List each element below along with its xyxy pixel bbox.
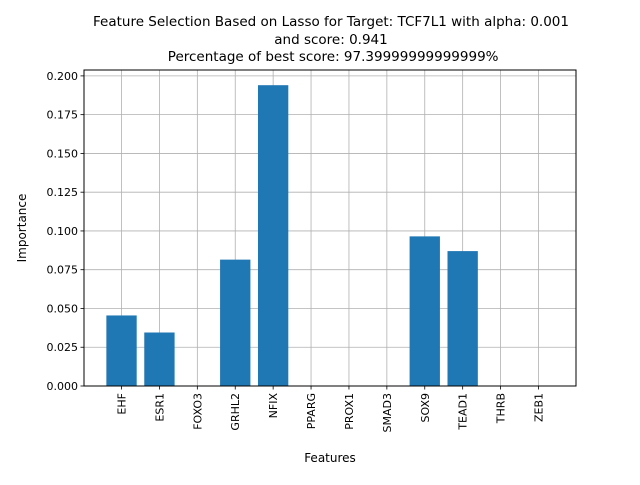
y-tick-label: 0.175: [47, 109, 79, 122]
bar-grhl2: [220, 259, 251, 386]
y-axis-ticks: 0.000 0.025 0.050 0.075 0.100 0.125 0.150 0.175…: [47, 70, 84, 393]
x-tick-label-foxo3: FOXO3: [191, 393, 204, 430]
y-tick-label: 0.150: [47, 147, 79, 160]
y-tick-label: 0.075: [47, 264, 79, 277]
y-tick-label: 0.025: [47, 341, 79, 354]
x-tick-label-prox1: PROX1: [343, 393, 356, 430]
y-tick-label: 0.100: [47, 225, 79, 238]
x-tick-label-zeb1: ZEB1: [532, 393, 545, 422]
bar-nfix: [257, 85, 289, 387]
x-tick-label-esr1: ESR1: [153, 393, 166, 422]
bars: [106, 85, 478, 387]
y-tick-label: 0.000: [47, 380, 79, 393]
x-tick-label-nfix: NFIX: [267, 393, 280, 419]
bar-ehf: [106, 315, 137, 386]
x-tick-label-pparg: PPARG: [305, 393, 318, 429]
y-tick-label: 0.125: [47, 186, 79, 199]
x-axis-ticks: EHF ESR1 FOXO3 GRHL2 NFIX PPARG PROX1 SMAD3 SOX9…: [116, 386, 545, 432]
x-tick-label-grhl2: GRHL2: [229, 393, 242, 431]
x-tick-label-tead1: TEAD1: [457, 393, 470, 431]
y-tick-label: 0.200: [47, 70, 79, 83]
x-tick-label-ehf: EHF: [116, 393, 129, 415]
x-axis-label: Features: [304, 451, 356, 465]
bar-sox9: [409, 236, 440, 386]
y-axis-label: Importance: [15, 194, 29, 263]
chart-title: Feature Selection Based on Lasso for Tar…: [93, 14, 569, 65]
x-tick-label-smad3: SMAD3: [381, 393, 394, 432]
x-tick-label-thrb: THRB: [495, 393, 508, 424]
plot-frame: [83, 69, 577, 387]
bar-esr1: [144, 332, 175, 386]
x-tick-label-sox9: SOX9: [419, 393, 432, 422]
y-tick-label: 0.050: [47, 302, 79, 315]
title-line-2: and score: 0.941: [274, 32, 387, 48]
title-line-3: Percentage of best score: 97.39999999999…: [164, 49, 499, 65]
bar-tead1: [447, 251, 478, 386]
title-line-1: Feature Selection Based on Lasso for Tar…: [93, 14, 569, 30]
